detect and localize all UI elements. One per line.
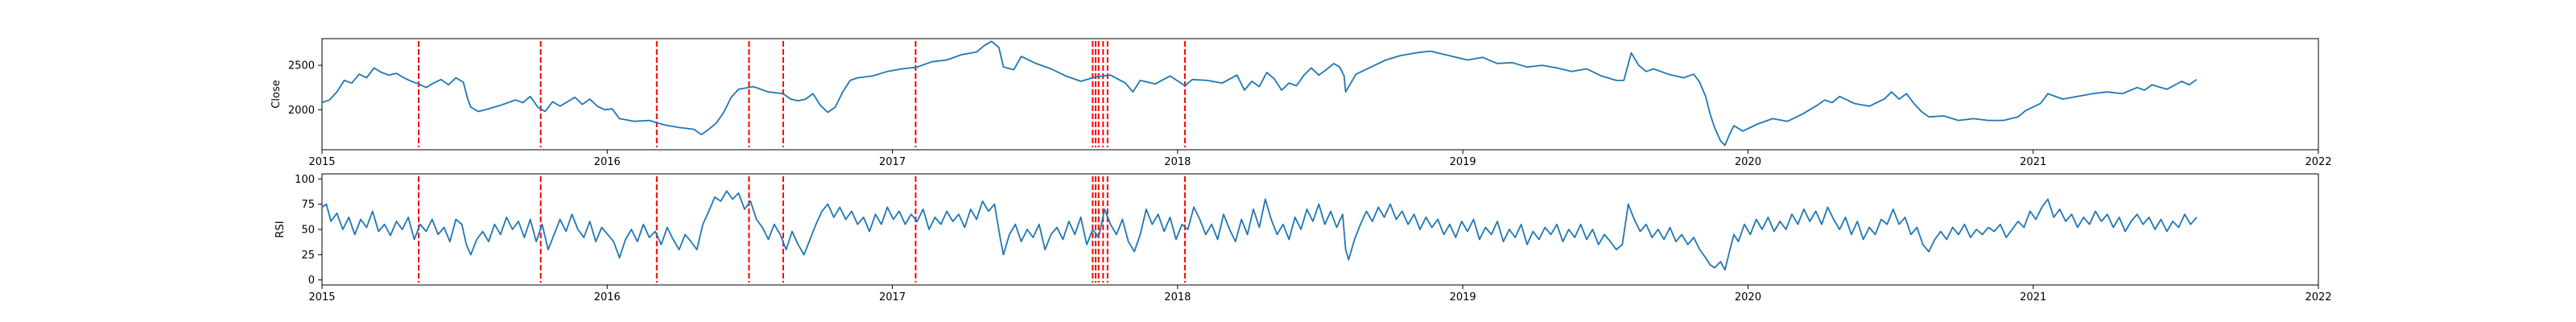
close-plot-frame — [321, 38, 2319, 151]
close-y-ticks: 2000 2500 — [288, 60, 322, 117]
x-tick-label: 2018 — [1164, 291, 1191, 303]
close-line — [321, 40, 2198, 147]
x-tick-label: 2017 — [879, 156, 906, 168]
close-x-ticks: 2015 2016 2017 2018 2019 2020 2021 2022 — [308, 150, 2332, 168]
y-tick-label: 2500 — [288, 60, 315, 72]
x-tick-label: 2020 — [1735, 156, 1761, 168]
rsi-series — [321, 190, 2198, 271]
rsi-event-lines — [418, 176, 1186, 283]
x-tick-label: 2022 — [2305, 291, 2331, 303]
close-series — [321, 40, 2198, 147]
rsi-plot-frame — [321, 173, 2319, 286]
x-tick-label: 2020 — [1735, 291, 1761, 303]
x-tick-label: 2019 — [1450, 156, 1476, 168]
close-panel: 2000 2500 2015 2016 2017 2018 2019 2020 2021 202… — [270, 38, 2332, 168]
rsi-y-axis-label: RSI — [275, 221, 287, 237]
y-tick-label: 75 — [301, 199, 315, 211]
x-tick-label: 2015 — [308, 156, 335, 168]
x-tick-label: 2021 — [2020, 291, 2046, 303]
x-tick-label: 2018 — [1164, 156, 1191, 168]
x-tick-label: 2015 — [308, 291, 335, 303]
close-event-lines — [418, 41, 1186, 147]
rsi-y-ticks: 0 25 50 75 100 — [295, 174, 322, 287]
x-tick-label: 2019 — [1450, 291, 1476, 303]
x-tick-label: 2016 — [594, 156, 621, 168]
x-tick-label: 2022 — [2305, 156, 2331, 168]
rsi-line — [321, 190, 2198, 271]
y-tick-label: 50 — [301, 225, 315, 237]
close-y-axis-label: Close — [270, 80, 283, 108]
y-tick-label: 100 — [295, 174, 315, 186]
y-tick-label: 0 — [308, 275, 315, 287]
x-tick-label: 2016 — [594, 291, 621, 303]
y-tick-label: 25 — [301, 250, 315, 262]
x-tick-label: 2017 — [879, 291, 906, 303]
rsi-x-ticks: 2015 2016 2017 2018 2019 2020 2021 2022 — [308, 285, 2332, 303]
x-tick-label: 2021 — [2020, 156, 2046, 168]
y-tick-label: 2000 — [288, 105, 315, 117]
